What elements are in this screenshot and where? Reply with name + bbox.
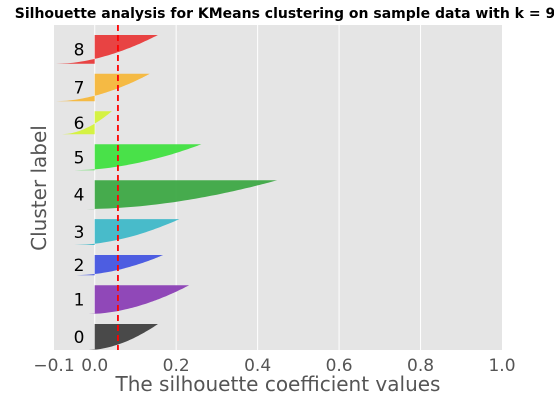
x-tick-label: 0.8 — [407, 356, 434, 376]
x-tick-label: 0.4 — [244, 356, 271, 376]
y-axis-label: Cluster label — [27, 125, 51, 251]
cluster-2-label: 2 — [74, 256, 85, 276]
cluster-4-silhouette — [86, 180, 278, 210]
cluster-5-silhouette — [74, 144, 202, 171]
x-tick-label: 0.6 — [326, 356, 353, 376]
cluster-1-label: 1 — [74, 291, 85, 311]
cluster-labels: 0 1 2 3 4 5 6 7 8 — [74, 40, 85, 348]
x-tick-label: 0.0 — [81, 356, 108, 376]
cluster-silhouettes — [56, 35, 278, 350]
cluster-3-silhouette — [74, 219, 180, 245]
cluster-8-silhouette — [56, 35, 158, 64]
cluster-7-silhouette — [56, 73, 150, 102]
cluster-8-label: 8 — [74, 40, 85, 60]
cluster-0-label: 0 — [74, 328, 85, 348]
cluster-2-silhouette — [76, 255, 164, 276]
cluster-0-silhouette — [88, 324, 158, 350]
x-axis-label: The silhouette coefficient values — [115, 372, 441, 396]
cluster-7-label: 7 — [74, 79, 85, 99]
cluster-6-label: 6 — [74, 114, 85, 134]
cluster-3-label: 3 — [74, 223, 85, 243]
x-tick-label: −0.1 — [33, 356, 74, 376]
cluster-6-silhouette — [62, 111, 112, 135]
cluster-1-silhouette — [88, 285, 190, 314]
x-tick-label: 1.0 — [488, 356, 515, 376]
cluster-5-label: 5 — [74, 148, 85, 168]
cluster-4-label: 4 — [74, 186, 85, 206]
x-tick-label: 0.2 — [163, 356, 190, 376]
x-axis-ticks: −0.1 0.0 0.2 0.4 0.6 0.8 1.0 — [33, 356, 515, 376]
chart-title: Silhouette analysis for KMeans clusterin… — [15, 6, 554, 22]
